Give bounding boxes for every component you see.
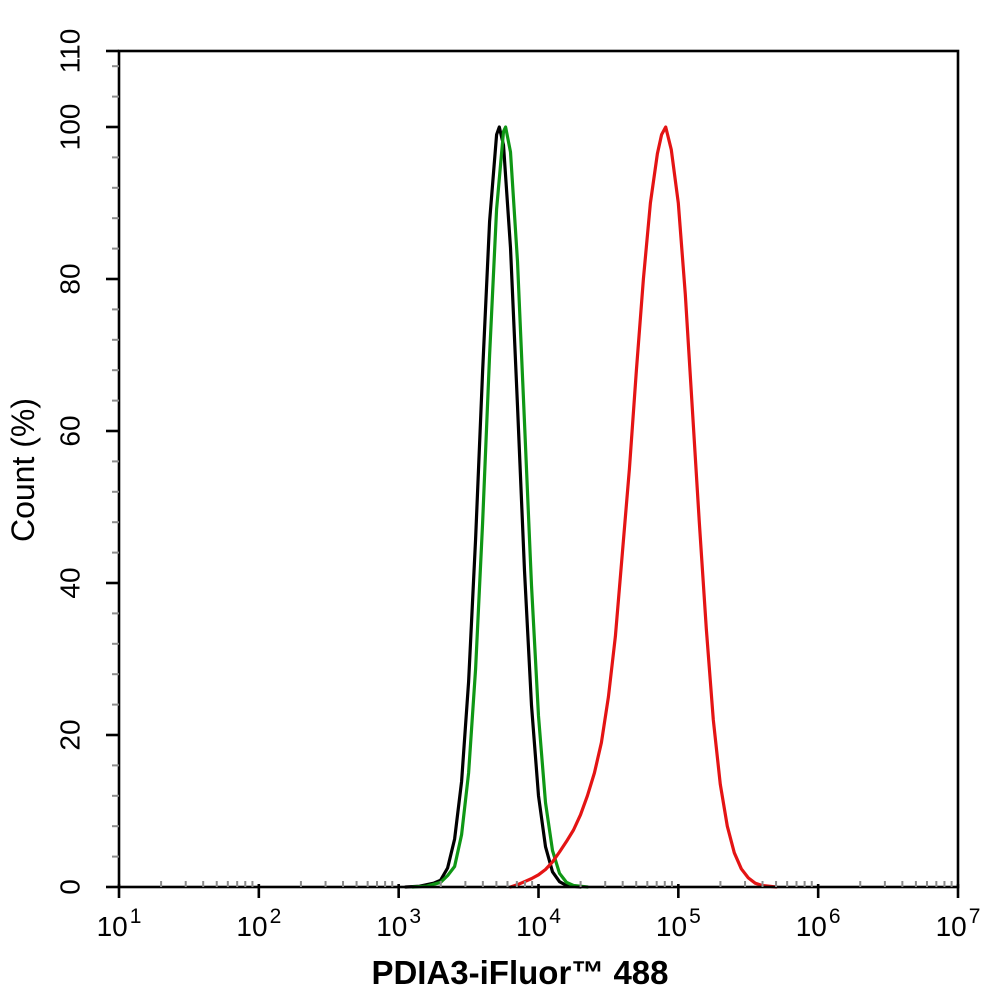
curves-layer [404, 125, 778, 889]
x-tick-label: 106 [796, 905, 841, 942]
y-tick-label: 110 [54, 29, 85, 74]
y-axis-label: Count (%) [5, 398, 41, 542]
x-tick-label: 101 [97, 905, 142, 942]
y-tick-label: 0 [54, 879, 85, 895]
x-tick-label: 105 [656, 905, 701, 942]
tick-labels-layer: 0 20 40 60 80 100 110 101 102 103 104 105 106 107 [54, 29, 980, 942]
x-axis-label: PDIA3-iFluor™ 488 [371, 954, 668, 991]
x-tick-label: 103 [376, 905, 421, 942]
y-tick-label: 80 [54, 263, 85, 294]
plot-frame [117, 49, 960, 889]
x-tick-label: 102 [236, 905, 281, 942]
curve-black [404, 125, 583, 889]
y-tick-label: 100 [54, 104, 85, 151]
curve-green [411, 125, 589, 889]
curve-red [508, 125, 778, 889]
x-tick-label: 107 [936, 905, 981, 942]
y-tick-label: 60 [54, 415, 85, 446]
ticks-layer [106, 49, 960, 898]
y-tick-label: 20 [54, 719, 85, 750]
frame-layer [117, 49, 960, 889]
y-tick-label: 40 [54, 567, 85, 598]
x-tick-label: 104 [516, 905, 561, 942]
